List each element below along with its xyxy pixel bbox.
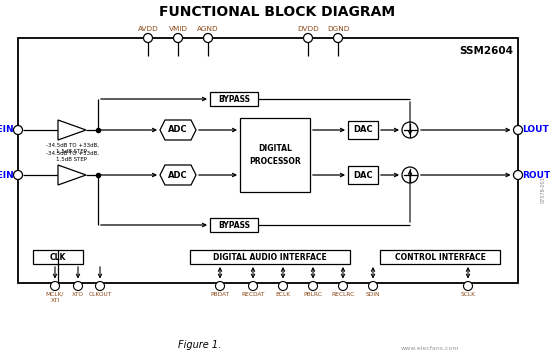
Text: CLK: CLK (50, 253, 66, 261)
Text: DAC: DAC (353, 171, 373, 179)
Text: RECLRC: RECLRC (331, 292, 354, 297)
Text: ADC: ADC (168, 171, 188, 179)
Bar (190, 250, 350, 264)
Text: BCLK: BCLK (275, 292, 290, 297)
Circle shape (143, 33, 153, 42)
Circle shape (368, 281, 378, 290)
Bar (210, 92, 258, 106)
Polygon shape (160, 120, 196, 140)
Text: CONTROL INTERFACE: CONTROL INTERFACE (394, 253, 486, 261)
Bar (380, 250, 500, 264)
Circle shape (96, 281, 105, 290)
Text: DVDD: DVDD (297, 26, 319, 32)
Text: XTO: XTO (72, 292, 84, 297)
Text: ADC: ADC (168, 126, 188, 135)
Text: LOUT: LOUT (522, 126, 549, 135)
Circle shape (13, 171, 23, 179)
Circle shape (514, 171, 523, 179)
Text: MCLK/
XTI: MCLK/ XTI (46, 292, 64, 303)
Text: SSM2604: SSM2604 (459, 46, 513, 56)
Polygon shape (160, 165, 196, 185)
Circle shape (402, 167, 418, 183)
Text: RECDAT: RECDAT (241, 292, 265, 297)
Text: ROUT: ROUT (522, 171, 550, 179)
Circle shape (204, 33, 212, 42)
Circle shape (309, 281, 317, 290)
Text: AGND: AGND (197, 26, 219, 32)
Circle shape (279, 281, 288, 290)
Text: LLINEIN: LLINEIN (0, 126, 14, 135)
Text: Figure 1.: Figure 1. (179, 340, 222, 350)
Circle shape (216, 281, 225, 290)
Circle shape (333, 33, 342, 42)
Polygon shape (58, 165, 86, 185)
Circle shape (514, 126, 523, 135)
Text: CLKOUT: CLKOUT (88, 292, 112, 297)
Bar (348, 166, 378, 184)
Bar (348, 121, 378, 139)
Text: FUNCTIONAL BLOCK DIAGRAM: FUNCTIONAL BLOCK DIAGRAM (159, 5, 395, 19)
Text: DIGITAL
PROCESSOR: DIGITAL PROCESSOR (249, 144, 301, 166)
Text: DGND: DGND (327, 26, 349, 32)
Text: DAC: DAC (353, 126, 373, 135)
Circle shape (50, 281, 60, 290)
Text: -34.5dB TO +33dB,
1.5dB STEP: -34.5dB TO +33dB, 1.5dB STEP (45, 151, 98, 162)
Text: VMID: VMID (169, 26, 187, 32)
Circle shape (304, 33, 312, 42)
Text: SDIN: SDIN (366, 292, 380, 297)
Circle shape (338, 281, 347, 290)
Text: BYPASS: BYPASS (218, 94, 250, 103)
Text: BYPASS: BYPASS (218, 220, 250, 229)
Text: AVDD: AVDD (138, 26, 158, 32)
Circle shape (74, 281, 82, 290)
Text: SCLK: SCLK (461, 292, 476, 297)
Circle shape (13, 126, 23, 135)
Text: -34.5dB TO +33dB,
1.5dB STEP: -34.5dB TO +33dB, 1.5dB STEP (45, 143, 98, 154)
Bar (33, 250, 83, 264)
Circle shape (248, 281, 258, 290)
Text: PBDAT: PBDAT (211, 292, 229, 297)
Bar (18, 38, 518, 283)
Circle shape (463, 281, 472, 290)
Text: www.elecfans.com: www.elecfans.com (401, 346, 459, 351)
Bar (210, 218, 258, 232)
Text: 07578-001: 07578-001 (540, 177, 545, 203)
Circle shape (174, 33, 182, 42)
Bar (240, 118, 310, 192)
Circle shape (402, 122, 418, 138)
Text: RLINEIN: RLINEIN (0, 171, 14, 179)
Text: PBLRC: PBLRC (304, 292, 322, 297)
Polygon shape (58, 120, 86, 140)
Text: DIGITAL AUDIO INTERFACE: DIGITAL AUDIO INTERFACE (213, 253, 327, 261)
